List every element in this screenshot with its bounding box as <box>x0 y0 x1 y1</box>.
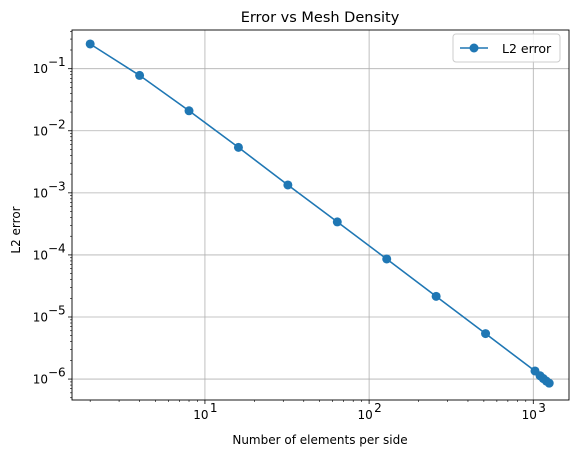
y-axis-label: L2 error <box>9 206 23 253</box>
data-point <box>431 291 441 301</box>
data-point <box>382 254 392 264</box>
x-tick-exponent: 1 <box>210 401 218 415</box>
y-tick-exponent: −5 <box>48 303 66 317</box>
x-tick-labels: 10 1 10 2 10 3 <box>193 401 546 422</box>
series-layer <box>85 39 554 388</box>
y-tick-exponent: −3 <box>48 179 66 193</box>
y-tick-label: 10 <box>33 310 48 324</box>
y-tick-label: 10 <box>33 124 48 138</box>
y-tick-label: 10 <box>33 186 48 200</box>
y-tick-label: 10 <box>33 373 48 387</box>
x-axis-label: Number of elements per side <box>232 433 407 447</box>
x-tick-label: 10 <box>193 408 208 422</box>
legend: L2 error <box>452 33 561 63</box>
tick-marks <box>68 31 534 404</box>
data-point <box>544 378 554 388</box>
y-tick-label: 10 <box>33 62 48 76</box>
y-tick-exponent: −6 <box>48 366 66 380</box>
legend-marker-swatch <box>469 43 479 53</box>
y-tick-exponent: −1 <box>48 55 66 69</box>
plot-frame <box>71 29 570 401</box>
x-tick-label: 10 <box>357 408 372 422</box>
y-tick-exponent: −4 <box>48 241 66 255</box>
data-point <box>233 142 243 152</box>
data-point <box>283 180 293 190</box>
y-tick-labels: 10−110−210−310−410−510−6 <box>33 55 66 386</box>
data-point <box>332 217 342 227</box>
data-point <box>85 39 95 49</box>
legend-label: L2 error <box>502 41 552 56</box>
data-point <box>184 106 194 116</box>
x-tick-exponent: 3 <box>538 401 546 415</box>
plot-area <box>72 30 569 400</box>
data-point <box>481 329 491 339</box>
x-tick-label: 10 <box>522 408 537 422</box>
y-tick-exponent: −2 <box>48 117 66 131</box>
data-point <box>135 70 145 80</box>
y-tick-label: 10 <box>33 248 48 262</box>
grid-lines <box>72 30 569 400</box>
chart-title: Error vs Mesh Density <box>241 10 400 26</box>
legend-box <box>452 33 561 63</box>
x-tick-exponent: 2 <box>374 401 382 415</box>
